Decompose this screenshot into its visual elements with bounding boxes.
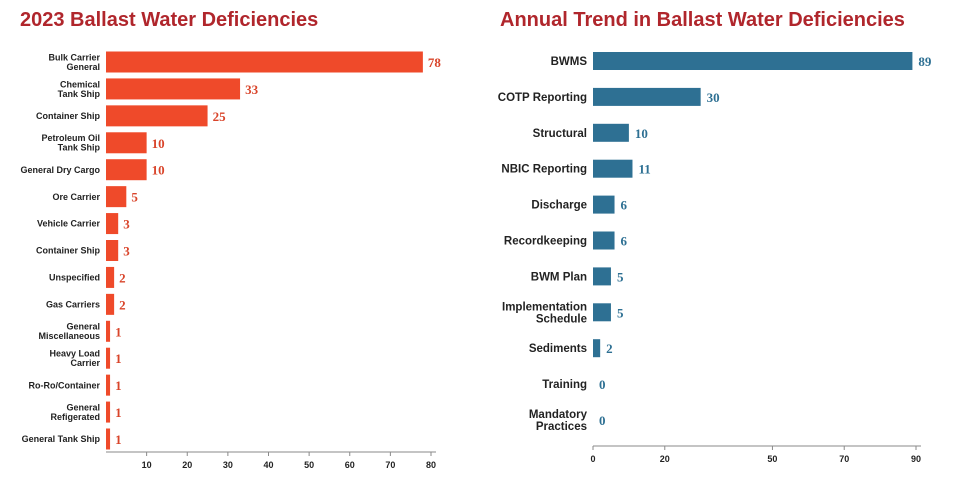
left-x-tick-label: 20 [182, 460, 192, 470]
left-value-label: 33 [245, 82, 259, 97]
right-x-tick-label: 90 [911, 454, 921, 464]
left-bar [106, 132, 147, 154]
left-category-label: Container Ship [36, 246, 101, 256]
left-value-label: 2 [119, 297, 126, 312]
right-category-label: Mandatory Practices [529, 409, 588, 433]
left-value-label: 3 [123, 244, 130, 259]
left-value-label: 1 [115, 405, 122, 420]
right-bar [593, 231, 615, 250]
left-bar [106, 159, 147, 181]
right-value-label: 6 [621, 198, 628, 213]
left-category-label: General Tank Ship [22, 434, 101, 444]
left-value-label: 5 [131, 190, 138, 205]
right-category-label: COTP Reporting [498, 92, 587, 104]
left-bar [106, 347, 111, 369]
left-x-tick-label: 30 [223, 460, 233, 470]
left-value-label: 78 [428, 55, 442, 70]
left-bar [106, 428, 111, 450]
left-x-tick-label: 70 [385, 460, 395, 470]
left-value-label: 25 [213, 109, 227, 124]
right-category-label: BWM Plan [531, 271, 587, 283]
right-value-label: 6 [621, 234, 628, 249]
right-value-label: 89 [918, 54, 932, 69]
left-category-label: Vehicle Carrier [37, 219, 101, 229]
left-chart-panel: 2023 Ballast Water Deficiencies 78 Bulk C… [0, 0, 470, 489]
left-bar [106, 186, 127, 208]
right-value-label: 11 [638, 162, 650, 177]
right-value-label: 5 [617, 269, 624, 284]
left-category-label: Bulk Carrier General [48, 52, 100, 71]
left-category-label: Container Ship [36, 111, 101, 121]
left-value-label: 1 [115, 378, 122, 393]
left-chart-title: 2023 Ballast Water Deficiencies [20, 9, 319, 31]
left-value-label: 1 [115, 351, 122, 366]
right-bar-chart: 89 BWMS 30 COTP Reporting 10 Structural 11 NBIC… [498, 52, 932, 464]
left-value-label: 2 [119, 270, 126, 285]
left-bar [106, 401, 111, 423]
right-value-label: 30 [707, 90, 720, 105]
left-category-label: Ore Carrier [52, 192, 100, 202]
right-category-label: Recordkeeping [504, 236, 587, 248]
right-category-label: Structural [533, 128, 587, 140]
left-x-tick-label: 80 [426, 460, 436, 470]
left-bar [106, 78, 241, 100]
left-value-label: 3 [123, 217, 130, 232]
left-bar [106, 51, 423, 73]
right-bar [593, 339, 601, 358]
left-category-label: Gas Carriers [46, 300, 100, 310]
left-x-tick-label: 60 [345, 460, 355, 470]
right-category-label: Training [542, 379, 587, 391]
right-x-tick-label: 50 [767, 454, 777, 464]
right-bar [593, 87, 701, 106]
left-value-label: 1 [115, 324, 122, 339]
left-category-label: Unspecified [49, 273, 100, 283]
left-value-label: 10 [152, 136, 165, 151]
right-bar [593, 123, 629, 142]
left-bar [106, 374, 111, 396]
left-x-tick-label: 50 [304, 460, 314, 470]
right-chart-panel: Annual Trend in Ballast Water Deficienci… [480, 0, 960, 489]
left-x-tick-label: 10 [142, 460, 152, 470]
right-bar [593, 52, 913, 70]
left-x-tick-label: 40 [263, 460, 273, 470]
left-bar [106, 213, 119, 235]
left-bar [106, 320, 111, 342]
left-bar [106, 105, 208, 127]
right-bar [593, 303, 611, 322]
right-category-label: Implementation Schedule [502, 301, 587, 325]
right-chart-title: Annual Trend in Ballast Water Deficienci… [500, 9, 905, 31]
left-bar [106, 266, 115, 288]
right-category-label: BWMS [551, 56, 588, 68]
left-bar [106, 240, 119, 261]
right-value-label: 10 [635, 126, 648, 141]
right-value-label: 0 [599, 413, 606, 428]
left-category-label: Ro-Ro/Container [29, 380, 101, 390]
left-value-label: 10 [152, 163, 165, 178]
right-x-tick-label: 70 [839, 454, 849, 464]
right-category-label: Discharge [531, 200, 587, 212]
left-category-label: Chemical Tank Ship [58, 79, 101, 98]
left-category-label: General Miscellaneous [38, 322, 100, 341]
right-bar [593, 267, 611, 286]
right-x-tick-label: 20 [660, 454, 670, 464]
left-category-label: General Refigerated [50, 402, 100, 421]
right-bar [593, 159, 633, 178]
right-value-label: 5 [617, 305, 624, 320]
right-category-label: Sediments [529, 343, 587, 355]
right-value-label: 2 [606, 341, 613, 356]
left-category-label: General Dry Cargo [20, 165, 100, 175]
right-category-label: NBIC Reporting [501, 164, 587, 176]
left-value-label: 1 [115, 432, 122, 447]
left-category-label: Heavy Load Carrier [49, 349, 100, 368]
left-bar [106, 293, 115, 315]
right-x-tick-label: 0 [590, 454, 595, 464]
right-value-label: 0 [599, 377, 606, 392]
right-bar [593, 195, 615, 214]
left-category-label: Petroleum Oil Tank Ship [41, 133, 100, 152]
